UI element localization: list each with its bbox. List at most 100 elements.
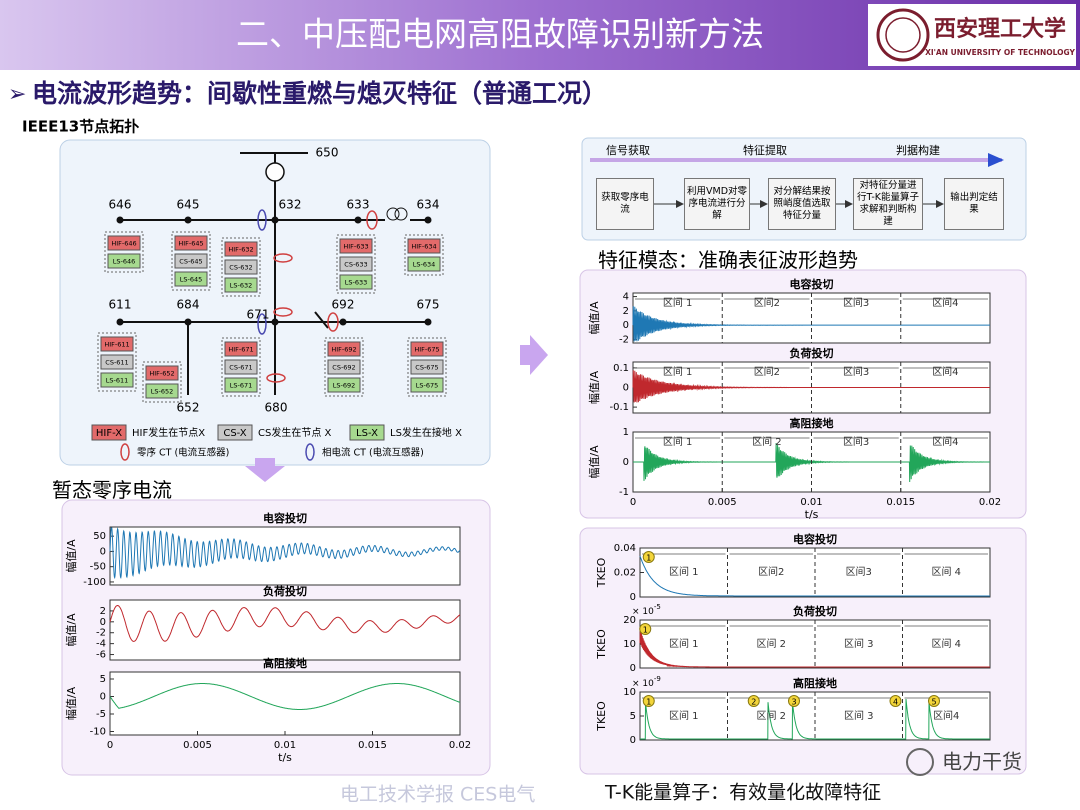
y-tick-label: 0 (630, 735, 636, 746)
event-marker (747, 695, 760, 707)
y-tick-label: 10 (623, 639, 636, 650)
interval-label: 区间2 (758, 565, 784, 578)
y-axis-label: TKEO (595, 557, 608, 588)
y-tick-label: -2 (96, 628, 106, 639)
y-tick-label: -100 (83, 577, 106, 588)
flow-stage: 信号获取 (606, 144, 650, 157)
fault-label: LS-633 (345, 279, 368, 287)
interval-label: 区间 1 (669, 565, 699, 578)
y-axis-label: 幅值/A (588, 301, 601, 335)
fault-box (100, 336, 134, 352)
down-arrow (245, 458, 285, 482)
node-label: 652 (177, 401, 200, 415)
fault-label: HIF-611 (104, 341, 129, 349)
interval-label: 区间3 (843, 435, 869, 448)
interval-label: 区间3 (843, 365, 869, 378)
transformer (394, 207, 408, 221)
topology-title: IEEE13节点拓扑 (22, 118, 139, 136)
flow-step: 对特征分量进行T-K能量算子求解和判断构建 (853, 178, 923, 230)
ct-legend-text: 相电流 CT (电流互感器) (322, 447, 424, 459)
node-label: 692 (332, 298, 355, 312)
y-tick-label: 50 (93, 531, 106, 542)
fault-box (224, 259, 258, 275)
fault-label: HIF-671 (228, 346, 253, 354)
node-dot (271, 318, 279, 326)
y-axis-label: TKEO (595, 629, 608, 660)
interval-label: 区间 4 (931, 565, 961, 578)
interval-label: 区间 1 (663, 435, 693, 448)
y-tick-label: 0.04 (614, 543, 636, 554)
interval-label: 区间2 (754, 365, 780, 378)
plot-title: 高阻接地 (793, 676, 837, 690)
interval-label: 区间 2 (756, 637, 786, 650)
fault-box (100, 372, 134, 388)
event-marker-label: 1 (646, 554, 651, 563)
waveform (640, 698, 990, 740)
fault-label: HIF-652 (149, 370, 174, 378)
event-marker-label: 3 (791, 698, 796, 707)
fault-box (107, 253, 141, 269)
y-tick-label: -0.1 (609, 402, 629, 413)
waveform (639, 630, 990, 668)
node-dot (116, 318, 124, 326)
y-tick-label: 2 (623, 306, 629, 317)
y-axis-label: 幅值/A (65, 686, 78, 720)
fault-label: LS-646 (113, 258, 136, 266)
fault-label: HIF-633 (343, 243, 368, 251)
fault-label: HIF-645 (178, 240, 203, 248)
waveform (632, 370, 990, 403)
event-marker-label: 2 (751, 698, 756, 707)
y-tick-label: 0.02 (614, 568, 636, 579)
node-dot (424, 318, 432, 326)
interval-label: 区间 2 (752, 435, 782, 448)
interval-label: 区间 1 (663, 296, 693, 309)
interval-label: 区间 4 (931, 637, 961, 650)
fault-box (224, 377, 258, 393)
y-axis-label: 幅值/A (65, 539, 78, 573)
event-marker (928, 695, 940, 707)
interval-label: 区间4 (932, 435, 958, 448)
y-tick-label: 0 (100, 692, 106, 703)
ct-legend-symbol (120, 443, 130, 461)
interval-label: 区间4 (932, 296, 958, 309)
fault-label: LS-632 (230, 282, 253, 290)
fault-label: LS-652 (151, 388, 174, 396)
event-marker (642, 695, 655, 707)
waveform (632, 306, 990, 342)
interval-label: 区间 2 (756, 709, 786, 722)
fault-box (410, 341, 444, 357)
y-tick-label: 10 (623, 687, 636, 698)
interval-label: 区间2 (754, 296, 780, 309)
fault-box (339, 256, 373, 272)
y-tick-label: -4 (96, 639, 106, 650)
y-multiplier: × 10-5 (632, 603, 661, 617)
y-tick-label: 0 (100, 617, 106, 628)
y-tick-label: 5 (630, 711, 636, 722)
fault-box (145, 383, 179, 399)
multiplier: × 10 (632, 607, 654, 617)
node-label: 650 (316, 146, 339, 160)
ct-symbols (257, 209, 378, 383)
plot-title: 负荷投切 (793, 604, 837, 618)
fault-box (224, 241, 258, 257)
ct-legend-text: 零序 CT (电流互感器) (137, 447, 229, 459)
x-tick-label: 0.01 (274, 740, 296, 751)
node-dot (184, 318, 192, 326)
footer-source: 电工技术学报 CES电气 (340, 784, 535, 806)
node-label: 671 (247, 308, 270, 322)
interval-label: 区间3 (846, 565, 872, 578)
y-tick-label: -1 (619, 487, 629, 498)
watermark-icon (906, 748, 934, 776)
waveform (109, 683, 461, 710)
waveform (639, 555, 990, 597)
logo-text: 西安理工大学 (934, 16, 1066, 42)
y-axis-label: 幅值/A (588, 370, 601, 404)
x-tick-label: 0 (107, 740, 113, 751)
plot-title: 电容投切 (793, 532, 837, 546)
logo-emblem (876, 8, 930, 62)
event-marker-label: 1 (646, 698, 651, 707)
fault-label: CS-671 (229, 364, 252, 372)
fault-label: HIF-692 (331, 346, 356, 354)
